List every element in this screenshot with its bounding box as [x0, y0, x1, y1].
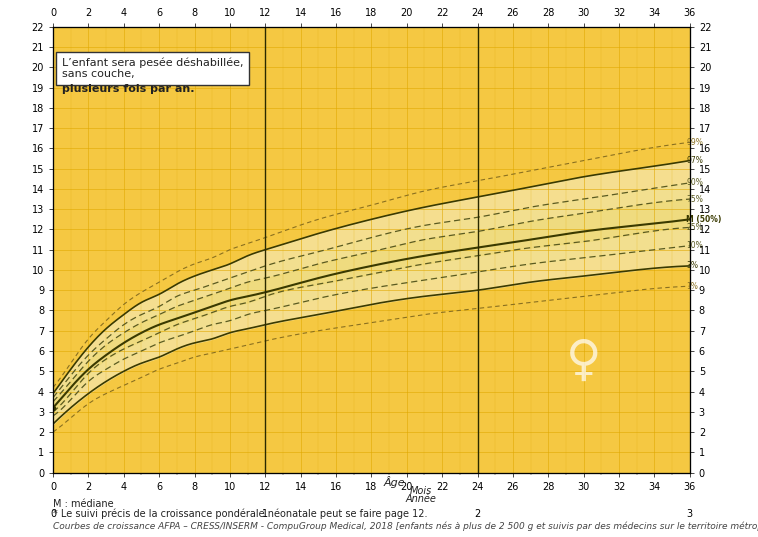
Text: L’enfant sera pesée déshabillée,
sans couche,: L’enfant sera pesée déshabillée, sans co…: [62, 57, 243, 79]
Text: * Le suivi précis de la croissance pondérale néonatale peut se faire page 12.: * Le suivi précis de la croissance pondé…: [53, 508, 428, 519]
Text: 75%: 75%: [686, 194, 703, 204]
Text: Mois: Mois: [409, 486, 432, 496]
Text: 3: 3: [687, 509, 693, 519]
Text: 2: 2: [475, 509, 481, 519]
Text: 1: 1: [262, 509, 268, 519]
Text: 1%: 1%: [686, 282, 698, 291]
Text: 25%: 25%: [686, 223, 703, 232]
Text: 90%: 90%: [686, 178, 703, 187]
Text: 10%: 10%: [686, 241, 703, 250]
Text: 3%: 3%: [686, 262, 698, 271]
Text: M (50%): M (50%): [686, 215, 722, 224]
Text: Âge: Âge: [384, 476, 405, 488]
Text: M : médiane: M : médiane: [53, 499, 114, 510]
Text: Courbes de croissance AFPA – CRESS/INSERM - CompuGroup Medical, 2018 [enfants né: Courbes de croissance AFPA – CRESS/INSER…: [53, 521, 758, 531]
Text: 99%: 99%: [686, 138, 703, 147]
Text: Année: Année: [406, 494, 436, 504]
Text: plusieurs fois par an.: plusieurs fois par an.: [62, 84, 194, 93]
Text: 97%: 97%: [686, 156, 703, 165]
Text: ♀: ♀: [566, 337, 601, 385]
Text: 0: 0: [50, 509, 56, 519]
